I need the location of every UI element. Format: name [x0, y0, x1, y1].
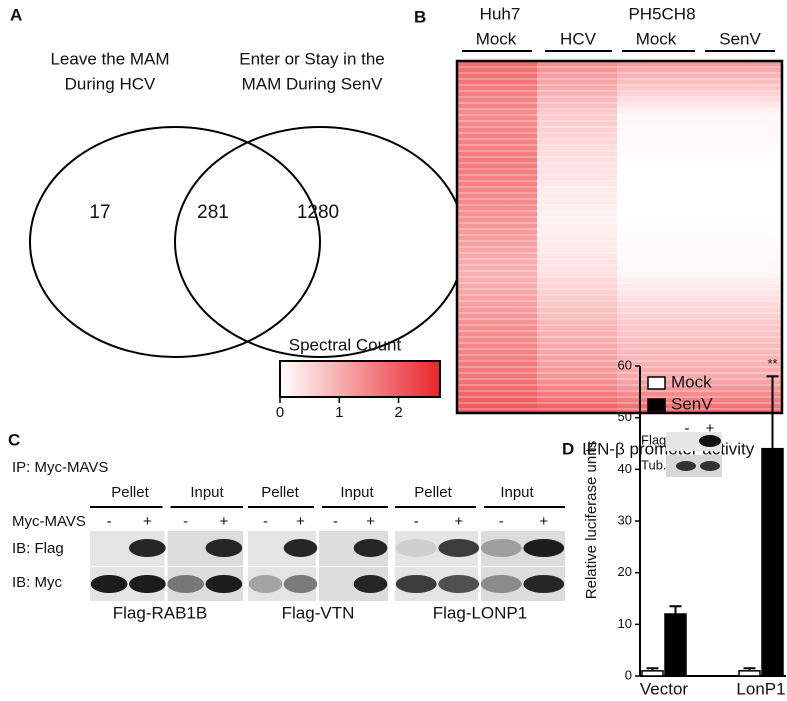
column-label: Input [500, 484, 534, 501]
legend-label: Mock [671, 372, 712, 391]
bar [664, 613, 687, 677]
sign-label: - [333, 513, 338, 530]
inset-sign: + [706, 420, 715, 437]
venn-title: During HCV [65, 74, 156, 93]
y-tick-label: 40 [618, 461, 632, 476]
blot-band [205, 575, 243, 593]
inset-band [699, 435, 721, 447]
blot-band [353, 539, 388, 557]
venn-title: MAM During SenV [242, 74, 383, 93]
column-label: Input [190, 484, 224, 501]
blot-band [395, 539, 437, 557]
blot-band [129, 575, 166, 593]
blot-band [353, 575, 388, 593]
y-tick-label: 50 [618, 409, 632, 424]
column-label: Pellet [414, 484, 452, 501]
condition-label: SenV [719, 29, 761, 48]
legend-label: SenV [671, 394, 713, 413]
venn-count: 17 [89, 202, 110, 223]
venn-count: 1280 [297, 202, 339, 223]
venn-title: Leave the MAM [50, 49, 169, 68]
colorbar-tick-label: 0 [276, 404, 284, 421]
condition-label: Mock [636, 29, 677, 48]
blot-band [480, 575, 522, 593]
blot-row-label: IB: Flag [12, 540, 64, 557]
inset-label: Tub. [641, 457, 667, 472]
y-tick-label: 10 [618, 616, 632, 631]
colorbar-tick-label: 1 [335, 404, 343, 421]
blot-band [248, 575, 283, 593]
blot-band [283, 575, 318, 593]
sign-label: - [263, 513, 268, 530]
inset-sign: - [685, 420, 690, 437]
colorbar-tick-label: 2 [394, 404, 402, 421]
blot-band [523, 575, 565, 593]
bar [738, 670, 761, 677]
construct-label: Flag-RAB1B [113, 603, 207, 622]
blot-band [167, 575, 204, 593]
legend-swatch [647, 376, 666, 390]
condition-label: Mock [476, 29, 517, 48]
y-tick-label: 30 [618, 512, 632, 527]
blot-band [523, 539, 565, 557]
blot-band [205, 539, 243, 557]
bar [761, 447, 784, 677]
venn-title: Enter or Stay in the [239, 49, 385, 68]
sign-label: + [219, 513, 228, 530]
bar [641, 670, 664, 677]
blot-band [129, 539, 166, 557]
panel-label: D [562, 439, 574, 458]
group-label: Huh7 [480, 4, 521, 23]
construct-label: Flag-VTN [282, 603, 355, 622]
blot-row-label: IB: Myc [12, 574, 63, 591]
sign-label: - [107, 513, 112, 530]
blot-band [283, 539, 318, 557]
colorbar-title: Spectral Count [289, 335, 402, 354]
y-tick-label: 60 [618, 357, 632, 372]
sign-label: + [296, 513, 305, 530]
blot-band [480, 539, 522, 557]
inset-band [676, 461, 696, 471]
x-tick-label: LonP1 [736, 679, 785, 698]
ip-label: IP: Myc-MAVS [12, 459, 108, 476]
panel-label: B [414, 7, 426, 26]
y-axis-label: Relative luciferase units [583, 441, 600, 599]
blot-band [90, 575, 128, 593]
sign-label: + [366, 513, 375, 530]
y-tick-label: 20 [618, 564, 632, 579]
sign-label: - [183, 513, 188, 530]
sign-label: + [454, 513, 463, 530]
construct-label: Flag-LONP1 [433, 603, 527, 622]
significance: ** [767, 356, 777, 371]
blot-band [438, 575, 480, 593]
inset-band [700, 461, 720, 471]
column-label: Input [340, 484, 374, 501]
panel-label: C [8, 430, 20, 449]
venn-circle [29, 126, 321, 358]
row-label: Myc-MAVS [12, 513, 86, 530]
sign-label: + [143, 513, 152, 530]
heatmap [455, 59, 784, 415]
condition-label: HCV [560, 29, 597, 48]
panel-label: A [10, 5, 22, 24]
venn-count: 281 [197, 202, 229, 223]
sign-label: - [414, 513, 419, 530]
column-label: Pellet [111, 484, 149, 501]
y-tick-label: 0 [625, 667, 632, 682]
column-label: Pellet [261, 484, 299, 501]
colorbar [279, 360, 441, 398]
group-label: PH5CH8 [628, 4, 695, 23]
legend-swatch [647, 398, 666, 412]
x-tick-label: Vector [640, 679, 689, 698]
sign-label: - [499, 513, 504, 530]
sign-label: + [539, 513, 548, 530]
blot-band [438, 539, 480, 557]
blot-band [395, 575, 437, 593]
inset-label: Flag [641, 432, 666, 447]
